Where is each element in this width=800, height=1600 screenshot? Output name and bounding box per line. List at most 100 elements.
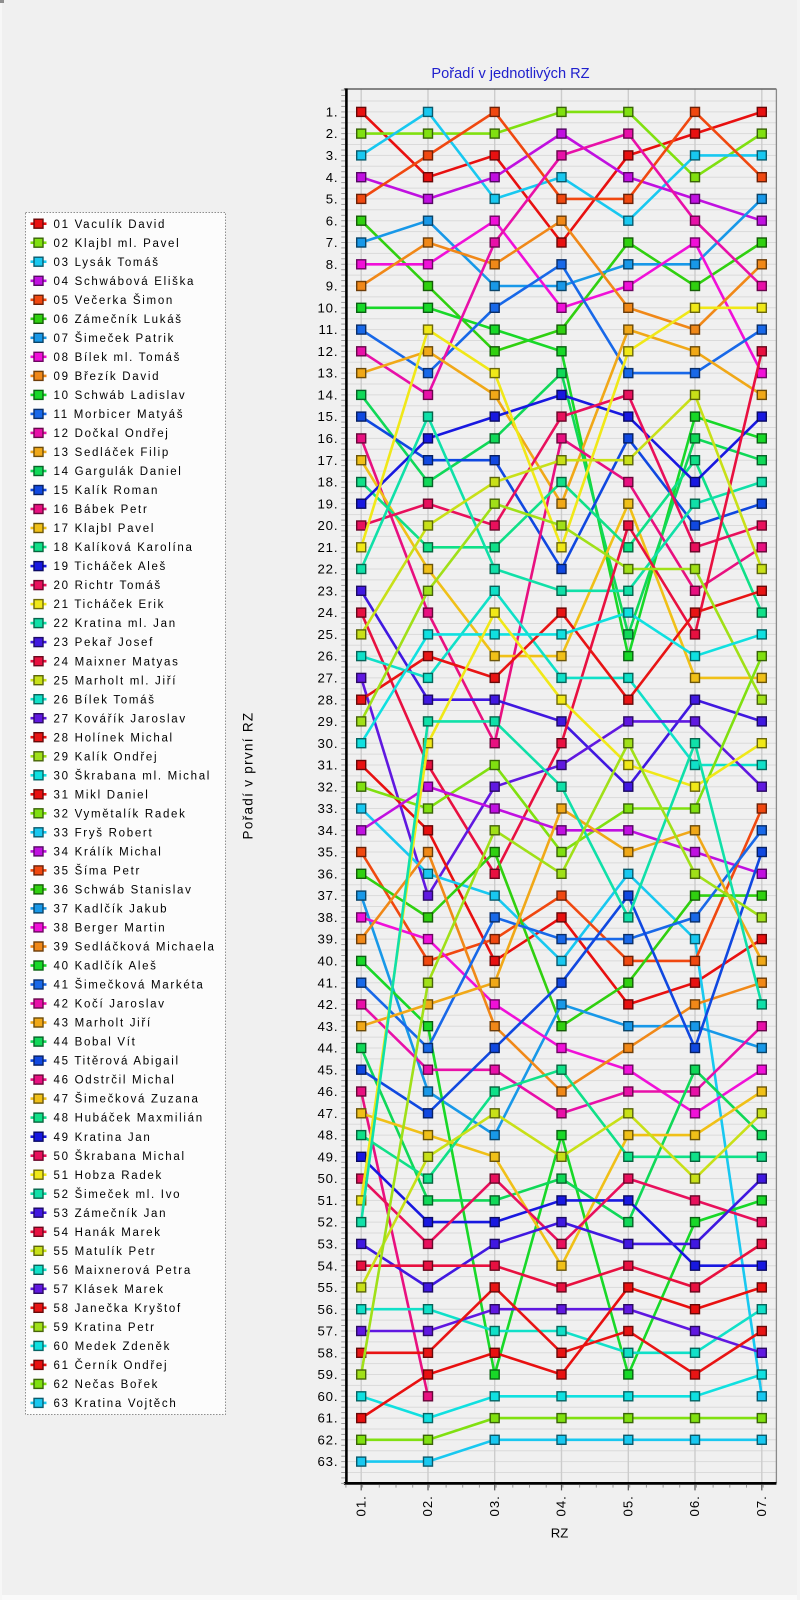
svg-text:44 Bobal Vít: 44 Bobal Vít — [54, 1037, 137, 1049]
svg-text:34 Králík Michal: 34 Králík Michal — [54, 847, 163, 859]
svg-text:Pořadí v první RZ: Pořadí v první RZ — [241, 712, 256, 840]
svg-text:59.: 59. — [317, 1367, 338, 1382]
svg-text:10.: 10. — [317, 300, 338, 315]
svg-text:06.: 06. — [687, 1495, 702, 1516]
svg-text:55 Matulík Petr: 55 Matulík Petr — [54, 1246, 157, 1258]
svg-text:22.: 22. — [317, 562, 338, 577]
svg-text:31 Mikl Daniel: 31 Mikl Daniel — [54, 789, 150, 801]
svg-text:26.: 26. — [317, 649, 338, 664]
svg-text:25 Marholt ml. Jiří: 25 Marholt ml. Jiří — [54, 675, 178, 687]
svg-text:03 Lysák Tomáš: 03 Lysák Tomáš — [54, 257, 160, 269]
svg-text:6.: 6. — [326, 213, 339, 228]
svg-text:38.: 38. — [317, 910, 338, 925]
svg-text:51.: 51. — [317, 1193, 338, 1208]
svg-text:20 Richtr Tomáš: 20 Richtr Tomáš — [54, 580, 162, 592]
svg-text:30 Škrabana ml. Michal: 30 Škrabana ml. Michal — [54, 769, 212, 782]
svg-text:57.: 57. — [317, 1324, 338, 1339]
svg-text:11 Morbicer Matyáš: 11 Morbicer Matyáš — [54, 409, 185, 421]
svg-text:23 Pekař Josef: 23 Pekař Josef — [54, 637, 155, 649]
svg-text:54 Hanák Marek: 54 Hanák Marek — [54, 1227, 162, 1239]
svg-text:44.: 44. — [317, 1041, 338, 1056]
svg-text:15 Kalík Roman: 15 Kalík Roman — [54, 485, 160, 497]
svg-text:57 Klásek Marek: 57 Klásek Marek — [54, 1284, 165, 1296]
svg-text:17 Klajbl Pavel: 17 Klajbl Pavel — [54, 523, 156, 535]
svg-text:21 Ticháček Erik: 21 Ticháček Erik — [54, 599, 166, 611]
svg-text:32 Vymětalík Radek: 32 Vymětalík Radek — [54, 808, 187, 820]
svg-text:46.: 46. — [317, 1084, 338, 1099]
svg-text:48.: 48. — [317, 1128, 338, 1143]
svg-text:28.: 28. — [317, 692, 338, 707]
svg-text:52.: 52. — [317, 1215, 338, 1230]
svg-text:43 Marholt Jiří: 43 Marholt Jiří — [54, 1018, 152, 1030]
svg-text:40.: 40. — [317, 954, 338, 969]
svg-text:26 Bílek Tomáš: 26 Bílek Tomáš — [54, 694, 156, 706]
svg-text:53.: 53. — [317, 1237, 338, 1252]
svg-text:14.: 14. — [317, 388, 338, 403]
svg-text:37.: 37. — [317, 888, 338, 903]
svg-text:33 Fryš Robert: 33 Fryš Robert — [54, 827, 154, 839]
svg-text:54.: 54. — [317, 1258, 338, 1273]
svg-text:07.: 07. — [754, 1495, 769, 1516]
svg-text:39.: 39. — [317, 932, 338, 947]
svg-text:15.: 15. — [317, 409, 338, 424]
svg-text:48 Hubáček Maxmilián: 48 Hubáček Maxmilián — [54, 1113, 204, 1125]
svg-text:16.: 16. — [317, 431, 338, 446]
svg-text:62 Nečas Bořek: 62 Nečas Bořek — [54, 1379, 160, 1391]
svg-text:12 Dočkal Ondřej: 12 Dočkal Ondřej — [54, 428, 170, 440]
svg-text:27 Kovářík Jaroslav: 27 Kovářík Jaroslav — [54, 713, 187, 725]
svg-text:10 Schwáb Ladislav: 10 Schwáb Ladislav — [54, 390, 187, 402]
svg-text:60.: 60. — [317, 1389, 338, 1404]
svg-text:63.: 63. — [317, 1454, 338, 1469]
svg-text:18 Kalíková Karolína: 18 Kalíková Karolína — [54, 542, 194, 554]
svg-text:07 Šimeček Patrik: 07 Šimeček Patrik — [54, 332, 176, 345]
svg-text:09 Březík David: 09 Březík David — [54, 371, 161, 383]
svg-text:13 Sedláček Filip: 13 Sedláček Filip — [54, 447, 170, 459]
svg-text:24 Maixner Matyas: 24 Maixner Matyas — [54, 656, 180, 668]
svg-text:17.: 17. — [317, 453, 338, 468]
svg-text:56.: 56. — [317, 1302, 338, 1317]
svg-text:12.: 12. — [317, 344, 338, 359]
svg-text:43.: 43. — [317, 1019, 338, 1034]
svg-text:24.: 24. — [317, 605, 338, 620]
svg-text:45 Titěrová Abigail: 45 Titěrová Abigail — [54, 1056, 180, 1068]
svg-text:13.: 13. — [317, 366, 338, 381]
svg-text:27.: 27. — [317, 671, 338, 686]
svg-text:05.: 05. — [621, 1495, 636, 1516]
svg-text:28 Holínek Michal: 28 Holínek Michal — [54, 732, 174, 744]
svg-text:16 Bábek Petr: 16 Bábek Petr — [54, 504, 149, 516]
svg-text:02.: 02. — [420, 1495, 435, 1516]
svg-text:39 Sedláčková Michaela: 39 Sedláčková Michaela — [54, 942, 216, 954]
svg-text:31.: 31. — [317, 758, 338, 773]
svg-text:30.: 30. — [317, 736, 338, 751]
svg-text:4.: 4. — [326, 170, 339, 185]
svg-text:01.: 01. — [353, 1495, 368, 1516]
svg-text:35 Šíma Petr: 35 Šíma Petr — [54, 865, 142, 878]
svg-text:58 Janečka Kryštof: 58 Janečka Kryštof — [54, 1303, 182, 1315]
svg-text:22 Kratina ml. Jan: 22 Kratina ml. Jan — [54, 618, 177, 630]
svg-text:37 Kadlčík Jakub: 37 Kadlčík Jakub — [54, 904, 169, 916]
svg-text:50.: 50. — [317, 1171, 338, 1186]
svg-text:RZ: RZ — [551, 1526, 569, 1541]
svg-text:29.: 29. — [317, 714, 338, 729]
svg-text:52 Šimeček ml. Ivo: 52 Šimeček ml. Ivo — [54, 1188, 182, 1201]
svg-text:33.: 33. — [317, 801, 338, 816]
svg-text:20.: 20. — [317, 518, 338, 533]
svg-text:35.: 35. — [317, 845, 338, 860]
svg-text:60 Medek Zdeněk: 60 Medek Zdeněk — [54, 1341, 172, 1353]
svg-text:19 Ticháček Aleš: 19 Ticháček Aleš — [54, 561, 168, 573]
svg-text:04.: 04. — [554, 1495, 569, 1516]
svg-text:53 Zámečník Jan: 53 Zámečník Jan — [54, 1208, 168, 1220]
svg-text:61.: 61. — [317, 1411, 338, 1426]
svg-text:23.: 23. — [317, 583, 338, 598]
svg-text:05 Večerka Šimon: 05 Večerka Šimon — [54, 294, 175, 307]
svg-text:03.: 03. — [487, 1495, 502, 1516]
svg-text:62.: 62. — [317, 1432, 338, 1447]
svg-text:47 Šimečková Zuzana: 47 Šimečková Zuzana — [54, 1093, 200, 1106]
svg-text:01 Vaculík David: 01 Vaculík David — [54, 219, 167, 231]
svg-text:49 Kratina Jan: 49 Kratina Jan — [54, 1132, 152, 1144]
svg-text:8.: 8. — [326, 257, 339, 272]
svg-text:1.: 1. — [326, 105, 339, 120]
svg-text:42.: 42. — [317, 997, 338, 1012]
svg-text:06 Zámečník Lukáš: 06 Zámečník Lukáš — [54, 314, 183, 326]
svg-text:21.: 21. — [317, 540, 338, 555]
